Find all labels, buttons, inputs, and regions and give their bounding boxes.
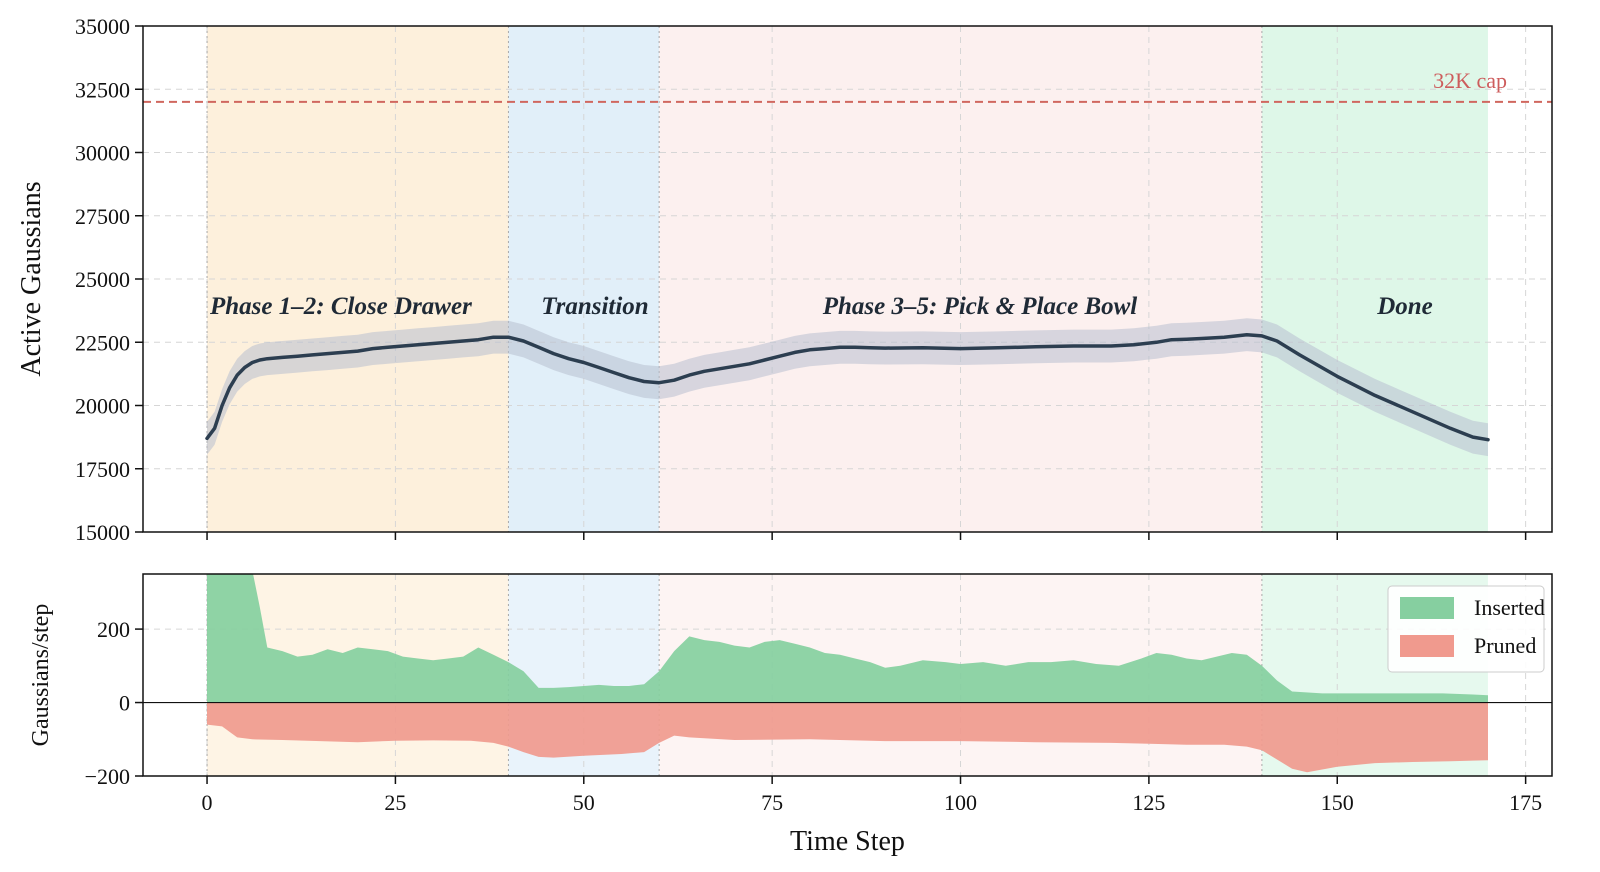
legend-swatch-pruned: [1400, 635, 1454, 657]
legend-label-pruned: Pruned: [1474, 633, 1536, 658]
bottom-plot-frame: [142, 573, 1553, 777]
x-tick-label-4: 100: [944, 790, 977, 815]
y-tick-label-0: 15000: [75, 520, 130, 545]
bottom-y-axis-title: Gaussians/step: [28, 604, 54, 747]
y-axis-title: Active Gaussians: [16, 181, 47, 376]
phase-label-3: Done: [1376, 293, 1433, 320]
y-tick-label-6: 30000: [75, 141, 130, 166]
y-tick-label-4: 25000: [75, 267, 130, 292]
uncertainty-band: [207, 318, 1488, 457]
y-tick-label-1: 17500: [75, 457, 130, 482]
legend-swatch-inserted: [1400, 597, 1454, 619]
legend: Inserted Pruned: [1387, 585, 1545, 673]
x-tick-label-5: 125: [1132, 790, 1165, 815]
bottom-y-tick-label-2: 200: [97, 617, 130, 642]
bottom-plot-area: [143, 574, 1552, 776]
y-tick-label-3: 22500: [75, 330, 130, 355]
x-tick-label-7: 175: [1509, 790, 1542, 815]
bottom-y-tick-label-0: −200: [85, 764, 130, 789]
top-panel: 32K cap Phase 1–2: Close Drawer Transition…: [16, 14, 1553, 545]
y-tick-label-7: 32500: [75, 77, 130, 102]
x-tick-label-6: 150: [1321, 790, 1354, 815]
phase-label-2: Phase 3–5: Pick & Place Bowl: [822, 293, 1138, 320]
phase-label-1: Transition: [541, 293, 648, 320]
cap-label: 32K cap: [1433, 68, 1507, 93]
x-tick-label-0: 0: [202, 790, 213, 815]
phase-label-0: Phase 1–2: Close Drawer: [209, 293, 472, 320]
inserted-area: [207, 574, 1488, 703]
x-axis-title: Time Step: [790, 826, 905, 857]
x-tick-label-1: 25: [384, 790, 406, 815]
y-tick-label-8: 35000: [75, 14, 130, 39]
bottom-panel: −200 0 200 0 25 50 75 100 125 150 175 Time Step Gaus…: [28, 573, 1553, 857]
y-tick-label-2: 20000: [75, 394, 130, 419]
bottom-y-tick-label-1: 0: [119, 691, 130, 716]
x-tick-label-2: 50: [573, 790, 595, 815]
y-tick-label-5: 27500: [75, 204, 130, 229]
x-tick-label-3: 75: [761, 790, 783, 815]
active-gaussians-line: [205, 332, 1490, 442]
legend-label-inserted: Inserted: [1474, 595, 1545, 620]
pruned-area: [207, 702, 1488, 773]
